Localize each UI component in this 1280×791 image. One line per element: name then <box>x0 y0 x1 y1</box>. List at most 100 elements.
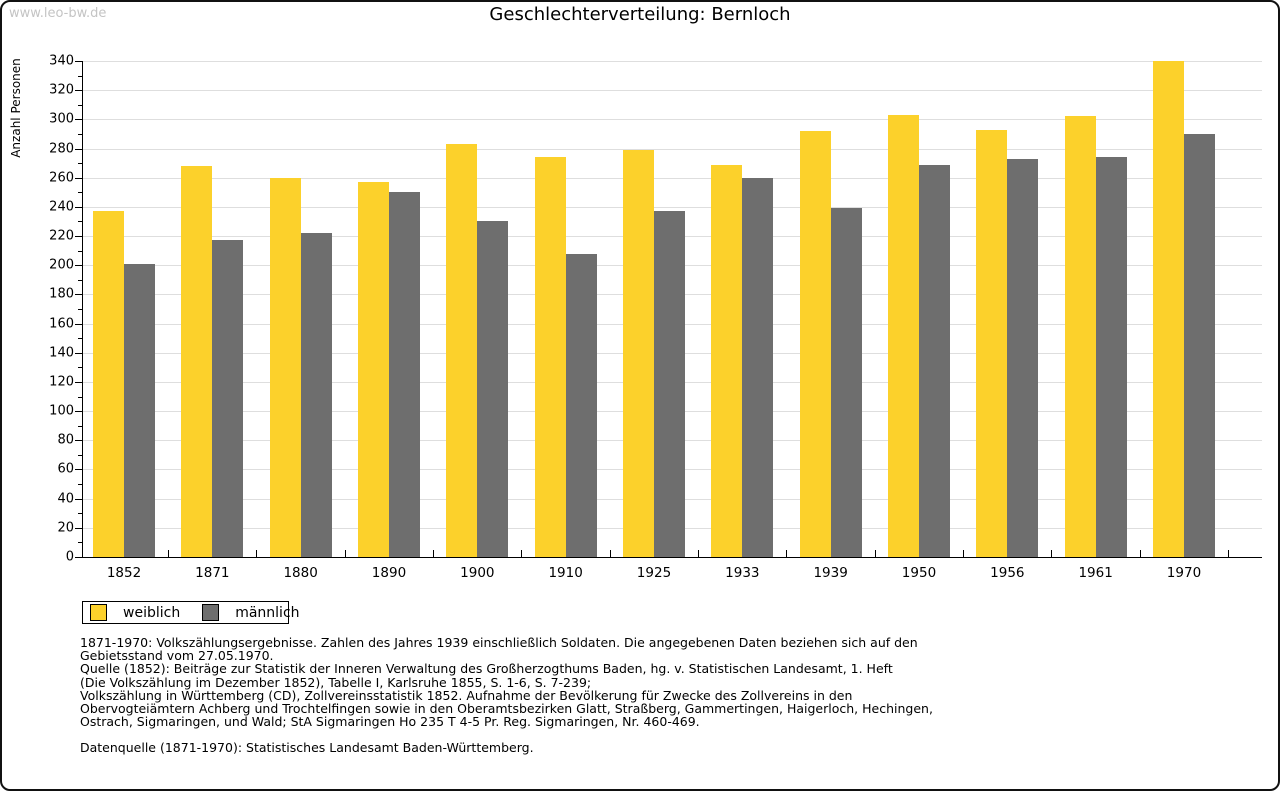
y-tick-150 <box>78 338 82 340</box>
bar-weiblich-1950 <box>887 114 919 557</box>
x-tick-1939 <box>874 550 876 557</box>
legend-item-maennlich: männlich <box>180 604 300 621</box>
x-tick-1933 <box>786 550 788 557</box>
footnote-line: (Die Volkszählung im Dezember 1852), Tab… <box>80 674 592 690</box>
y-tick-330 <box>78 75 82 77</box>
y-tick-label-80: 80 <box>57 432 74 448</box>
bar-weiblich-1900 <box>446 144 478 557</box>
bar-männlich-1890 <box>388 192 420 557</box>
x-tick-label-1852: 1852 <box>106 565 142 581</box>
gridline-280 <box>83 148 1262 150</box>
footnote-line: 1871-1970: Volkszählungsergebnisse. Zahl… <box>80 635 918 650</box>
y-tick-180 <box>75 294 82 296</box>
legend-label-maennlich: männlich <box>235 604 300 621</box>
y-tick-label-260: 260 <box>49 170 74 186</box>
y-tick-160 <box>75 323 82 325</box>
footnotes-block: 1871-1970: Volkszählungsergebnisse. Zahl… <box>80 636 1200 755</box>
watermark-url: www.leo-bw.de <box>9 6 107 21</box>
bar-männlich-1880 <box>300 233 332 557</box>
bar-weiblich-1939 <box>799 131 831 557</box>
bar-weiblich-1961 <box>1064 116 1096 557</box>
y-tick-label-140: 140 <box>49 345 74 361</box>
y-tick-10 <box>78 542 82 544</box>
y-tick-140 <box>75 352 82 354</box>
y-tick-label-300: 300 <box>49 111 74 127</box>
y-tick-50 <box>78 484 82 486</box>
bar-männlich-1871 <box>212 240 244 557</box>
y-tick-260 <box>75 177 82 179</box>
x-tick-label-1890: 1890 <box>371 565 407 581</box>
y-tick-label-160: 160 <box>49 316 74 332</box>
y-tick-80 <box>75 440 82 442</box>
x-tick-1890 <box>433 550 435 557</box>
footnote-line: Volkszählung in Württemberg (CD), Zollve… <box>80 687 853 703</box>
y-tick-label-0: 0 <box>65 549 74 565</box>
bar-weiblich-1890 <box>357 182 389 557</box>
bar-männlich-1910 <box>565 253 597 557</box>
x-tick-1900 <box>521 550 523 557</box>
bar-weiblich-1871 <box>181 166 213 557</box>
x-tick-label-1925: 1925 <box>636 565 672 581</box>
y-tick-label-60: 60 <box>57 461 74 477</box>
y-tick-40 <box>75 498 82 500</box>
y-tick-340 <box>75 61 82 62</box>
y-tick-20 <box>75 527 82 529</box>
x-tick-1950 <box>963 550 965 557</box>
bar-männlich-1950 <box>918 164 950 557</box>
bar-männlich-1900 <box>477 221 509 557</box>
x-tick-label-1933: 1933 <box>725 565 760 581</box>
y-tick-60 <box>75 469 82 471</box>
y-tick-label-120: 120 <box>49 374 74 390</box>
maennlich-swatch-icon <box>202 604 220 621</box>
bar-weiblich-1852 <box>93 211 124 557</box>
footnote-line: Obervogteiämtern Achberg und Trochtelfin… <box>80 701 933 717</box>
x-tick-label-1970: 1970 <box>1166 565 1202 581</box>
y-tick-0 <box>75 557 82 558</box>
gridline-260 <box>83 177 1262 179</box>
x-tick-1871 <box>256 550 258 557</box>
bar-weiblich-1970 <box>1152 61 1184 557</box>
footnote-line: Gebietsstand vom 27.05.1970. <box>80 648 274 664</box>
y-tick-220 <box>75 236 82 238</box>
bar-männlich-1852 <box>124 263 155 557</box>
gridline-340 <box>83 61 1262 62</box>
footnote-line: Ostrach, Sigmaringen, und Wald; StA Sigm… <box>80 714 700 730</box>
x-tick-label-1956: 1956 <box>990 565 1025 581</box>
y-tick-label-200: 200 <box>49 257 74 273</box>
gridline-300 <box>83 119 1262 121</box>
x-tick-label-1871: 1871 <box>195 565 230 581</box>
legend-label-weiblich: weiblich <box>123 604 181 621</box>
y-tick-200 <box>75 265 82 267</box>
y-tick-120 <box>75 381 82 383</box>
chart-title: Geschlechterverteilung: Bernloch <box>489 4 791 25</box>
x-tick-1852 <box>168 550 170 557</box>
weiblich-swatch-icon <box>90 604 107 621</box>
footnote-line: Quelle (1852): Beiträge zur Statistik de… <box>80 661 893 677</box>
bar-männlich-1961 <box>1095 157 1127 557</box>
y-tick-label-180: 180 <box>49 286 74 302</box>
y-axis-line <box>82 61 83 557</box>
y-tick-230 <box>78 221 82 223</box>
bar-weiblich-1910 <box>534 157 566 557</box>
x-axis-line <box>82 557 1262 558</box>
bar-männlich-1956 <box>1007 158 1039 557</box>
legend-box: weiblich männlich <box>82 601 300 624</box>
x-tick-label-1950: 1950 <box>901 565 937 581</box>
x-tick-1956 <box>1051 550 1053 557</box>
y-tick-170 <box>78 309 82 310</box>
gridline-240 <box>83 206 1262 208</box>
y-tick-300 <box>75 119 82 121</box>
gridline-320 <box>83 90 1262 92</box>
x-tick-label-1910: 1910 <box>548 565 583 581</box>
y-tick-label-340: 340 <box>49 53 74 69</box>
y-tick-310 <box>78 104 82 106</box>
y-tick-90 <box>78 425 82 427</box>
y-tick-label-320: 320 <box>49 82 74 98</box>
y-tick-label-280: 280 <box>49 141 74 157</box>
bar-männlich-1970 <box>1183 133 1215 557</box>
y-tick-210 <box>78 250 82 252</box>
datasource-line: Datenquelle (1871-1970): Statistisches L… <box>80 740 534 756</box>
bar-weiblich-1956 <box>976 129 1008 557</box>
y-tick-100 <box>75 411 82 413</box>
